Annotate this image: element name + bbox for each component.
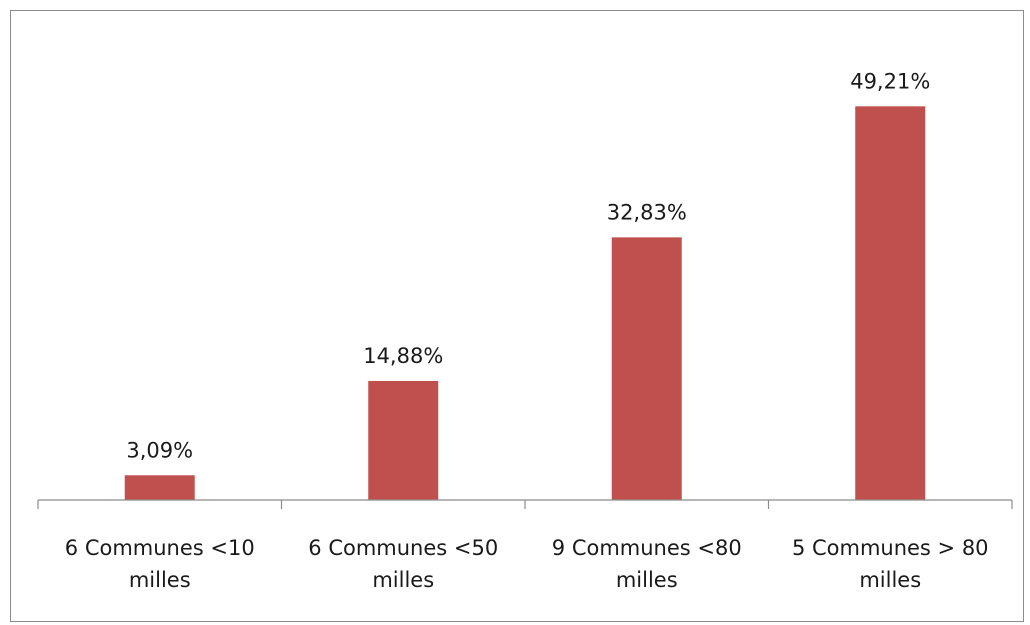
bars-group	[124, 106, 926, 501]
chart-frame	[10, 10, 1024, 622]
x-tick-label: milles	[372, 568, 434, 592]
x-tick-label: 6 Communes <50	[308, 536, 498, 560]
data-label: 32,83%	[607, 200, 687, 224]
bar	[368, 380, 439, 500]
x-tick-label: milles	[129, 568, 191, 592]
data-label: 14,88%	[363, 344, 443, 368]
x-tick-label: milles	[859, 568, 921, 592]
x-axis	[37, 499, 1013, 509]
x-tick-label: 9 Communes <80	[552, 536, 742, 560]
bar	[855, 106, 926, 500]
x-tick-label: milles	[616, 568, 678, 592]
bar	[124, 475, 195, 500]
data-label: 49,21%	[850, 69, 930, 93]
x-tick-label: 5 Communes > 80	[792, 536, 989, 560]
labels-group: 3,09% 6 Communes <10 milles 14,88% 6 Commune…	[65, 69, 989, 592]
bar	[611, 237, 682, 501]
x-tick-label: 6 Communes <10	[65, 536, 255, 560]
data-label: 3,09%	[126, 438, 193, 462]
